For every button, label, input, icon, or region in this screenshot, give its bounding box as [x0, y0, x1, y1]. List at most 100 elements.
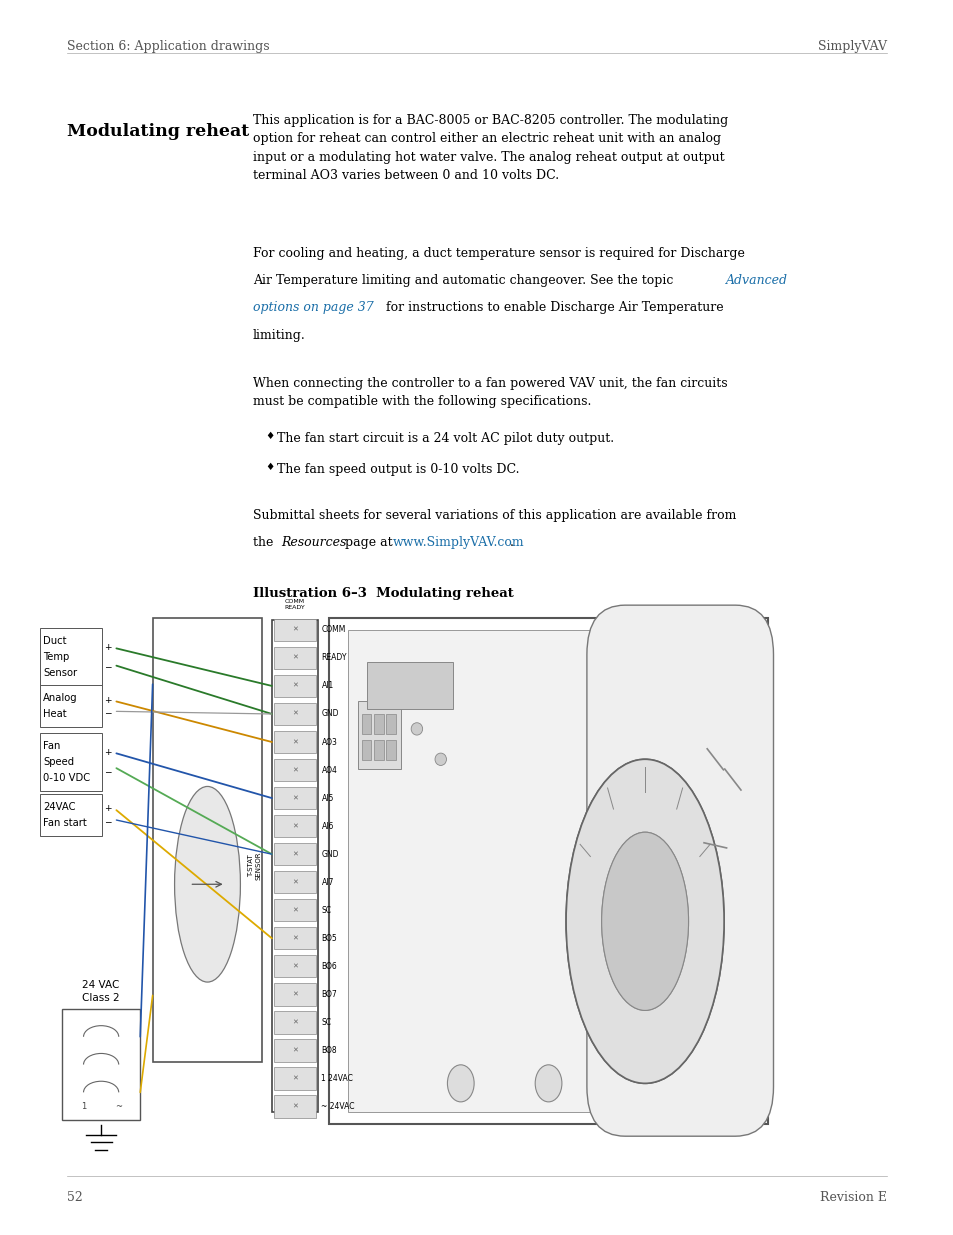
Ellipse shape: [447, 1065, 474, 1102]
Text: BO8: BO8: [321, 1046, 336, 1055]
FancyBboxPatch shape: [274, 674, 315, 697]
Text: ✕: ✕: [292, 795, 297, 802]
Text: BO7: BO7: [321, 990, 337, 999]
FancyBboxPatch shape: [62, 1009, 140, 1120]
Text: COMM
READY: COMM READY: [284, 599, 305, 610]
Text: GND: GND: [321, 709, 338, 719]
FancyBboxPatch shape: [586, 605, 773, 1136]
Text: +: +: [104, 695, 112, 705]
Text: ✕: ✕: [292, 879, 297, 885]
Text: +: +: [104, 642, 112, 652]
Text: SC: SC: [321, 905, 331, 915]
Text: Modulating reheat: Modulating reheat: [67, 124, 249, 141]
Ellipse shape: [535, 1065, 561, 1102]
Text: 52: 52: [67, 1191, 83, 1204]
Text: T-STAT
SENSOR: T-STAT SENSOR: [248, 851, 261, 881]
FancyBboxPatch shape: [274, 899, 315, 921]
Ellipse shape: [565, 760, 723, 1083]
FancyBboxPatch shape: [274, 731, 315, 753]
Text: ✕: ✕: [292, 1047, 297, 1053]
Text: ✕: ✕: [292, 683, 297, 689]
Ellipse shape: [435, 753, 446, 766]
Text: BO5: BO5: [321, 934, 337, 942]
Text: ✕: ✕: [292, 711, 297, 718]
Text: ✕: ✕: [292, 1019, 297, 1025]
Text: When connecting the controller to a fan powered VAV unit, the fan circuits
must : When connecting the controller to a fan …: [253, 377, 727, 409]
Text: −: −: [104, 708, 112, 718]
FancyBboxPatch shape: [274, 815, 315, 837]
FancyBboxPatch shape: [40, 629, 102, 687]
Text: ✕: ✕: [292, 963, 297, 969]
FancyBboxPatch shape: [274, 1011, 315, 1034]
Text: Fan: Fan: [43, 741, 60, 751]
FancyBboxPatch shape: [348, 630, 758, 1112]
Text: Duct: Duct: [43, 636, 67, 646]
FancyBboxPatch shape: [274, 871, 315, 893]
Ellipse shape: [411, 722, 422, 735]
Text: Advanced: Advanced: [725, 274, 787, 288]
Text: Temp: Temp: [43, 652, 70, 662]
Text: ✕: ✕: [292, 767, 297, 773]
FancyBboxPatch shape: [274, 760, 315, 782]
Text: ~ 24VAC: ~ 24VAC: [321, 1102, 355, 1112]
Text: 24 VAC
Class 2: 24 VAC Class 2: [82, 981, 120, 1003]
Text: The fan speed output is 0-10 volts DC.: The fan speed output is 0-10 volts DC.: [276, 463, 518, 477]
Text: Sensor: Sensor: [43, 668, 77, 678]
Text: limiting.: limiting.: [253, 329, 305, 342]
Text: 1: 1: [81, 1103, 87, 1112]
Text: AO3: AO3: [321, 737, 337, 746]
Ellipse shape: [601, 832, 688, 1010]
Text: The fan start circuit is a 24 volt AC pilot duty output.: The fan start circuit is a 24 volt AC pi…: [276, 432, 613, 446]
Text: This application is for a BAC-8005 or BAC-8205 controller. The modulating
option: This application is for a BAC-8005 or BA…: [253, 114, 727, 182]
FancyBboxPatch shape: [274, 844, 315, 866]
Text: READY: READY: [321, 653, 347, 662]
Text: −: −: [104, 662, 112, 672]
FancyBboxPatch shape: [40, 685, 102, 727]
Text: Air Temperature limiting and automatic changeover. See the topic: Air Temperature limiting and automatic c…: [253, 274, 677, 288]
FancyBboxPatch shape: [40, 734, 102, 792]
Text: +: +: [104, 804, 112, 814]
FancyBboxPatch shape: [274, 983, 315, 1005]
FancyBboxPatch shape: [274, 1067, 315, 1089]
Text: ♦: ♦: [265, 463, 274, 472]
Text: ✕: ✕: [292, 935, 297, 941]
Text: BO6: BO6: [321, 962, 337, 971]
Text: AI5: AI5: [321, 794, 334, 803]
FancyBboxPatch shape: [152, 618, 262, 1062]
Text: ✕: ✕: [292, 1076, 297, 1082]
Text: Illustration 6–3  Modulating reheat: Illustration 6–3 Modulating reheat: [253, 587, 513, 600]
FancyBboxPatch shape: [361, 714, 371, 734]
Text: ✕: ✕: [292, 1104, 297, 1109]
FancyBboxPatch shape: [274, 1040, 315, 1062]
Text: ✕: ✕: [292, 739, 297, 745]
FancyBboxPatch shape: [274, 787, 315, 809]
FancyBboxPatch shape: [367, 662, 453, 709]
FancyBboxPatch shape: [374, 714, 383, 734]
FancyBboxPatch shape: [274, 1095, 315, 1118]
Text: 0-10 VDC: 0-10 VDC: [43, 773, 90, 783]
Text: Submittal sheets for several variations of this application are available from: Submittal sheets for several variations …: [253, 509, 736, 522]
Text: +: +: [104, 747, 112, 757]
FancyBboxPatch shape: [274, 927, 315, 950]
FancyBboxPatch shape: [274, 619, 315, 641]
Text: the: the: [253, 536, 277, 550]
Text: Heat: Heat: [43, 709, 67, 720]
Text: ✕: ✕: [292, 627, 297, 632]
Text: GND: GND: [321, 850, 338, 858]
Text: −: −: [104, 816, 112, 826]
FancyBboxPatch shape: [40, 794, 102, 836]
Text: .: .: [509, 536, 513, 550]
Text: Revision E: Revision E: [820, 1191, 886, 1204]
Text: ✕: ✕: [292, 992, 297, 998]
Ellipse shape: [174, 787, 240, 982]
Text: AI1: AI1: [321, 682, 334, 690]
Text: AI7: AI7: [321, 878, 334, 887]
FancyBboxPatch shape: [386, 714, 395, 734]
FancyBboxPatch shape: [274, 647, 315, 669]
Text: options on page 37: options on page 37: [253, 301, 374, 315]
Text: ✕: ✕: [292, 824, 297, 829]
Text: AI6: AI6: [321, 821, 334, 831]
FancyBboxPatch shape: [386, 740, 395, 760]
Text: Speed: Speed: [43, 757, 74, 767]
FancyBboxPatch shape: [374, 740, 383, 760]
